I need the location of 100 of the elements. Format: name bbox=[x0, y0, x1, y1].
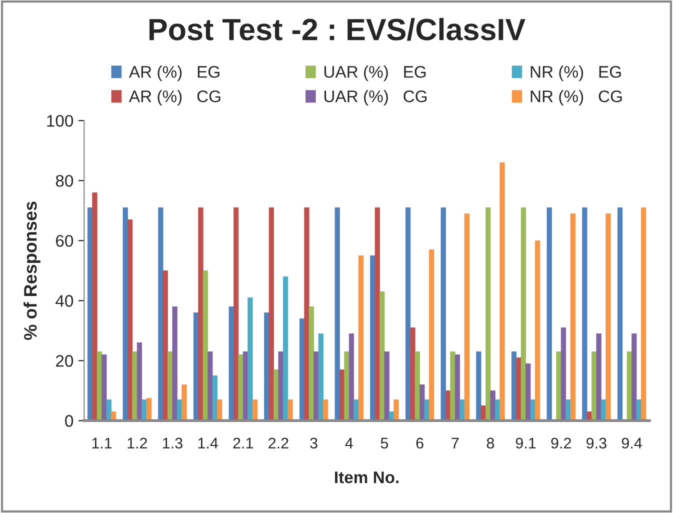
bar bbox=[534, 240, 540, 421]
bar bbox=[304, 207, 310, 421]
x-tick-label: 9.1 bbox=[516, 438, 536, 449]
bar bbox=[464, 213, 470, 421]
bar bbox=[617, 207, 623, 421]
x-tick-label: 5 bbox=[380, 438, 388, 449]
x-tick-label: 1.1 bbox=[92, 438, 112, 448]
bar bbox=[486, 207, 491, 421]
legend-label: AR (%) CG bbox=[128, 90, 220, 106]
bar bbox=[136, 342, 142, 421]
bar bbox=[308, 306, 314, 421]
bar bbox=[172, 306, 178, 421]
bar bbox=[476, 351, 482, 421]
x-axis-title: Item No. bbox=[335, 472, 399, 484]
bar bbox=[102, 354, 107, 421]
bar bbox=[146, 398, 152, 421]
x-tick-label: 1.3 bbox=[163, 438, 182, 449]
x-tick-label: 6 bbox=[416, 438, 424, 449]
bar bbox=[374, 207, 380, 421]
bar bbox=[640, 207, 646, 421]
bar bbox=[334, 207, 340, 421]
bar bbox=[560, 327, 566, 421]
bar bbox=[582, 207, 588, 421]
bar bbox=[348, 333, 354, 421]
bar bbox=[278, 351, 284, 421]
legend-label: NR (%) EG bbox=[530, 66, 621, 82]
y-tick-label: 100 bbox=[47, 114, 74, 127]
bar bbox=[424, 399, 430, 421]
bar bbox=[282, 276, 288, 421]
x-tick-label: 4 bbox=[345, 438, 353, 448]
bar bbox=[238, 354, 244, 421]
bar bbox=[394, 399, 399, 421]
bar bbox=[233, 207, 239, 421]
bar bbox=[92, 192, 98, 421]
y-axis-title: % of Responses bbox=[24, 202, 40, 340]
x-tick-label: 9.4 bbox=[622, 438, 642, 449]
legend-label: UAR (%) EG bbox=[324, 66, 426, 82]
bar bbox=[132, 351, 138, 421]
bar bbox=[570, 213, 576, 421]
legend-label: UAR (%) CG bbox=[324, 90, 427, 106]
bar bbox=[414, 351, 420, 421]
bar bbox=[454, 354, 460, 421]
bar bbox=[405, 207, 411, 421]
bar bbox=[410, 327, 416, 421]
bar bbox=[182, 384, 187, 421]
x-tick-label: 9.2 bbox=[551, 438, 571, 449]
x-tick-label: 8 bbox=[486, 438, 494, 449]
bar bbox=[208, 351, 213, 421]
legend-label: NR (%) CG bbox=[530, 90, 622, 106]
legend-label: AR (%) EG bbox=[128, 66, 220, 82]
bar bbox=[596, 333, 602, 421]
bar bbox=[127, 219, 133, 421]
bar bbox=[384, 351, 390, 421]
y-tick-label: 60 bbox=[56, 235, 74, 247]
bar bbox=[428, 249, 434, 421]
bar bbox=[202, 270, 208, 421]
bar bbox=[217, 399, 222, 421]
bar bbox=[252, 399, 258, 421]
x-tick-label: 9.3 bbox=[586, 438, 606, 449]
bar bbox=[158, 207, 164, 421]
y-tick-label: 80 bbox=[56, 174, 74, 187]
chart-title: Post Test -2 : EVS/ClassIV bbox=[149, 18, 526, 41]
bar bbox=[632, 333, 637, 421]
bar bbox=[228, 306, 234, 421]
bar bbox=[530, 399, 536, 421]
bar bbox=[248, 297, 253, 421]
bar bbox=[380, 291, 385, 421]
bar bbox=[106, 399, 112, 421]
bar bbox=[358, 255, 364, 421]
bar bbox=[323, 399, 328, 421]
x-tick-label: 7 bbox=[452, 438, 459, 448]
bar bbox=[122, 207, 128, 421]
bar bbox=[318, 333, 324, 421]
bar bbox=[526, 363, 531, 421]
bar bbox=[344, 351, 350, 421]
x-tick-label: 1.2 bbox=[128, 438, 147, 448]
bar bbox=[288, 399, 293, 421]
bar bbox=[268, 207, 274, 421]
bar bbox=[212, 375, 218, 421]
bar bbox=[556, 351, 562, 421]
bar bbox=[162, 270, 168, 421]
bar bbox=[636, 399, 642, 421]
y-tick-label: 20 bbox=[56, 355, 74, 367]
x-tick-label: 1.4 bbox=[198, 438, 218, 448]
bar bbox=[480, 405, 486, 421]
x-tick-label: 2.1 bbox=[233, 438, 253, 448]
y-tick-label: 40 bbox=[56, 295, 74, 307]
bar bbox=[500, 162, 505, 421]
bar bbox=[520, 207, 526, 421]
y-tick-label: 0 bbox=[65, 415, 74, 427]
bar bbox=[546, 207, 552, 421]
bar bbox=[450, 351, 456, 421]
bar bbox=[198, 207, 204, 421]
x-tick-label: 2.2 bbox=[268, 438, 288, 448]
bar bbox=[440, 207, 446, 421]
x-tick-label: 3 bbox=[310, 438, 318, 449]
bar bbox=[606, 213, 611, 421]
bar bbox=[626, 351, 632, 421]
bar bbox=[490, 390, 496, 421]
bar bbox=[420, 384, 425, 421]
